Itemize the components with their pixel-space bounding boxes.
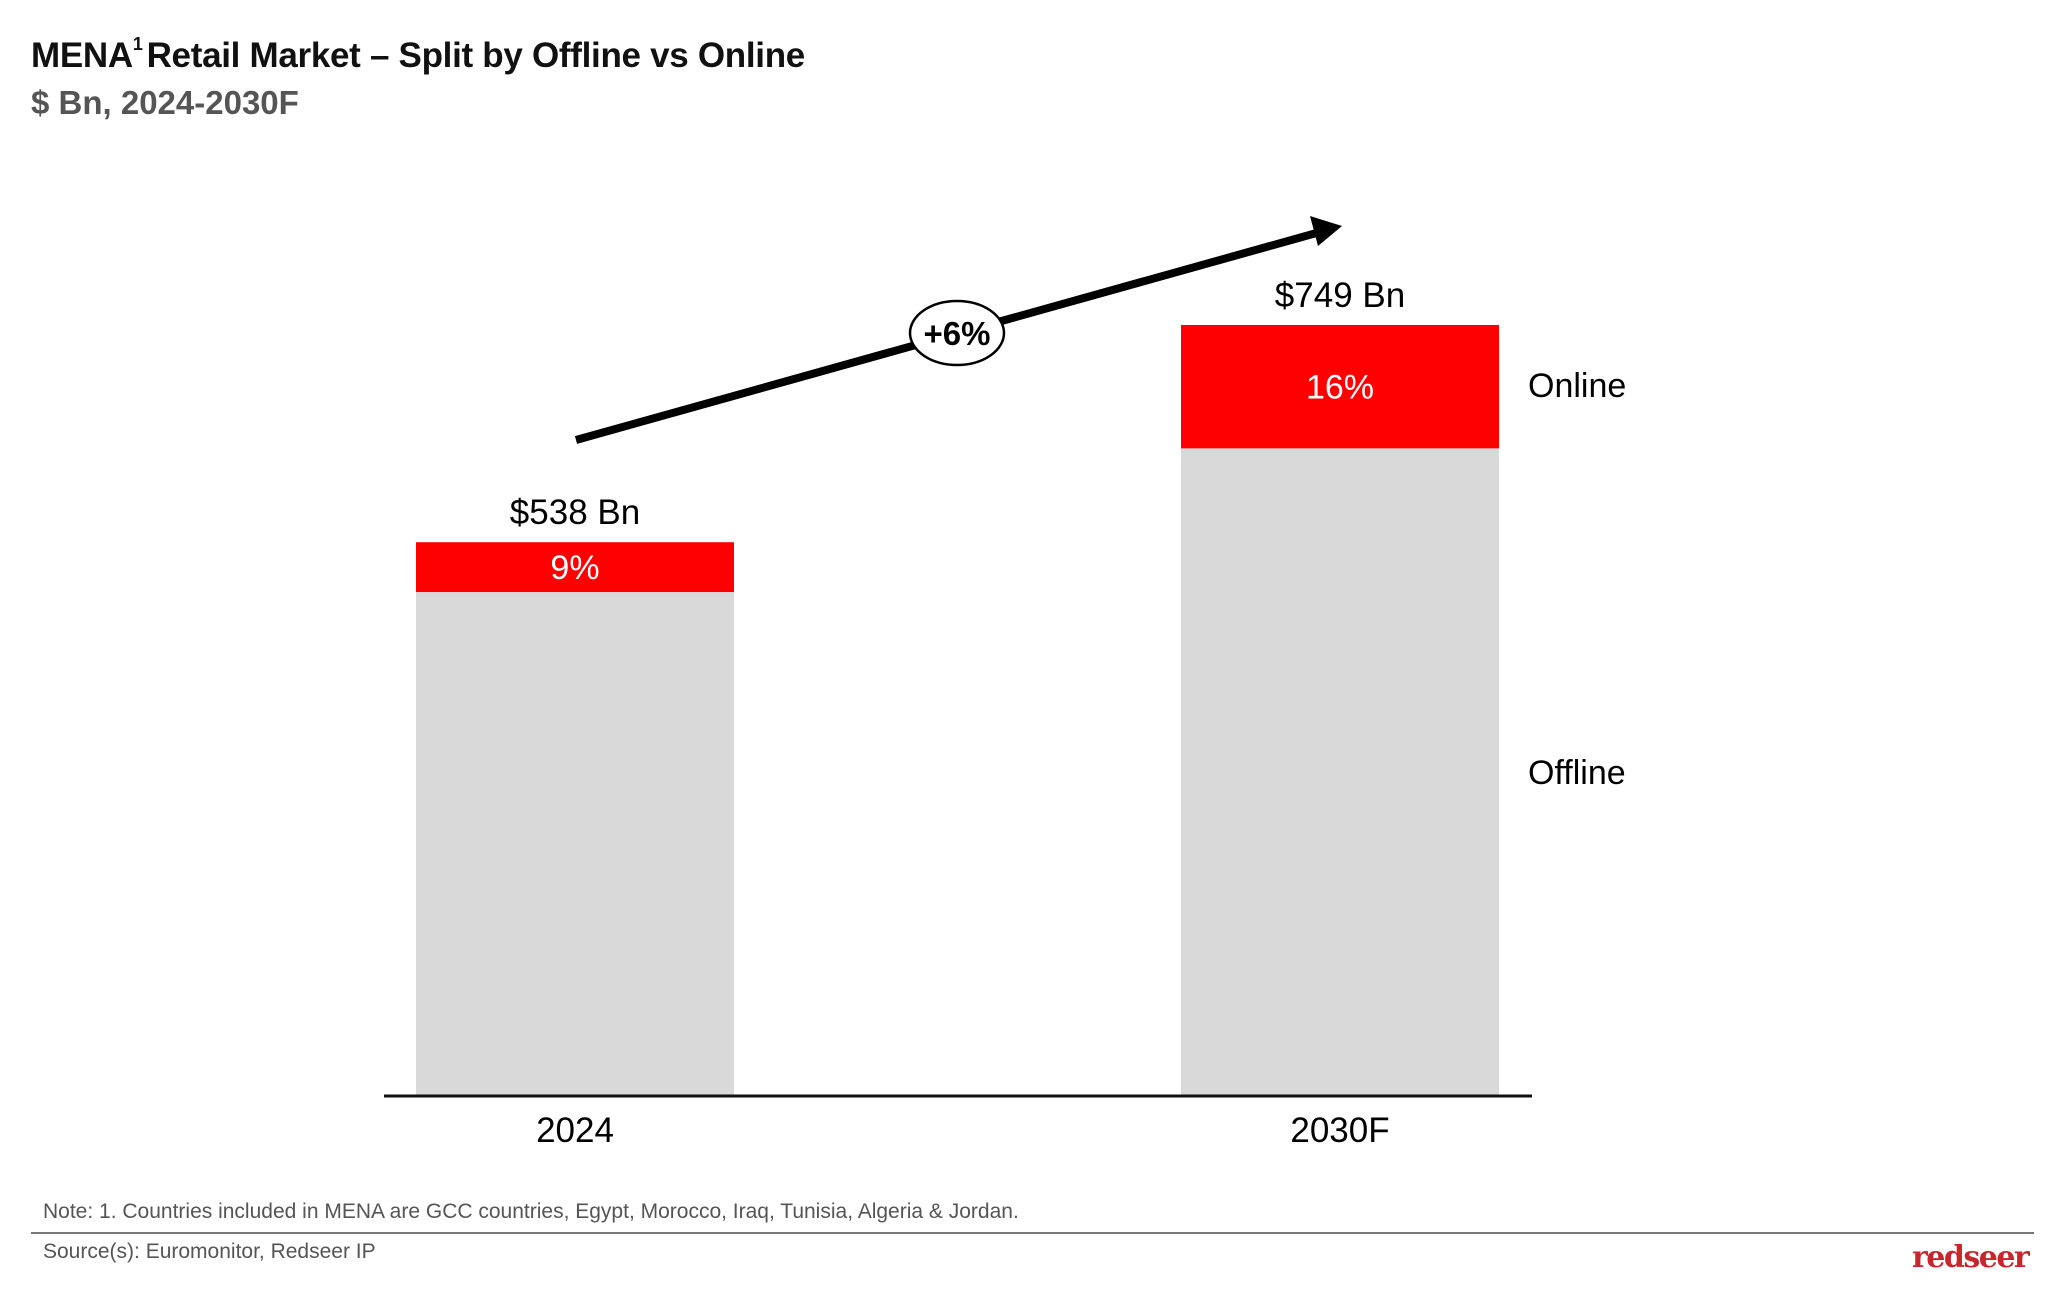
growth-annotation: +6% [574,216,1342,444]
growth-badge-label: +6% [924,315,991,352]
title-main: MENA [31,36,133,75]
footer-divider [31,1232,2034,1234]
title-footnote-marker: 1 [132,34,143,54]
bar-online-2024 [416,542,734,593]
bar-offline-2030F [1181,448,1499,1096]
total-value-label: $538 Bn [510,493,640,532]
bar-offline-2024 [416,592,734,1096]
growth-badge [908,299,1006,367]
x-tick-label: 2024 [536,1111,614,1150]
online-share-label: 9% [550,549,599,587]
labels-group: 9% $538 Bn 2024 16% $749 Bn 2030F [510,276,1405,1150]
title-rest: Retail Market – Split by Offline vs Onli… [146,36,806,75]
bar-online-2030F [1181,325,1499,449]
redseer-logo: redseer [1912,1240,2030,1275]
source-text: Source(s): Euromonitor, Redseer IP [43,1240,376,1263]
legend-online: Online [1528,367,1626,405]
x-tick-label: 2030F [1290,1111,1389,1150]
bars-group [416,325,1499,1096]
total-value-label: $749 Bn [1275,276,1405,315]
footnote: Note: 1. Countries included in MENA are … [43,1200,1019,1223]
growth-arrow-head-icon [1310,216,1342,246]
chart-title: MENA1 Retail Market – Split by Offline vs… [31,34,806,76]
online-share-label: 16% [1306,369,1374,407]
chart-subtitle: $ Bn, 2024-2030F [31,84,299,121]
legend-offline: Offline [1528,754,1626,792]
